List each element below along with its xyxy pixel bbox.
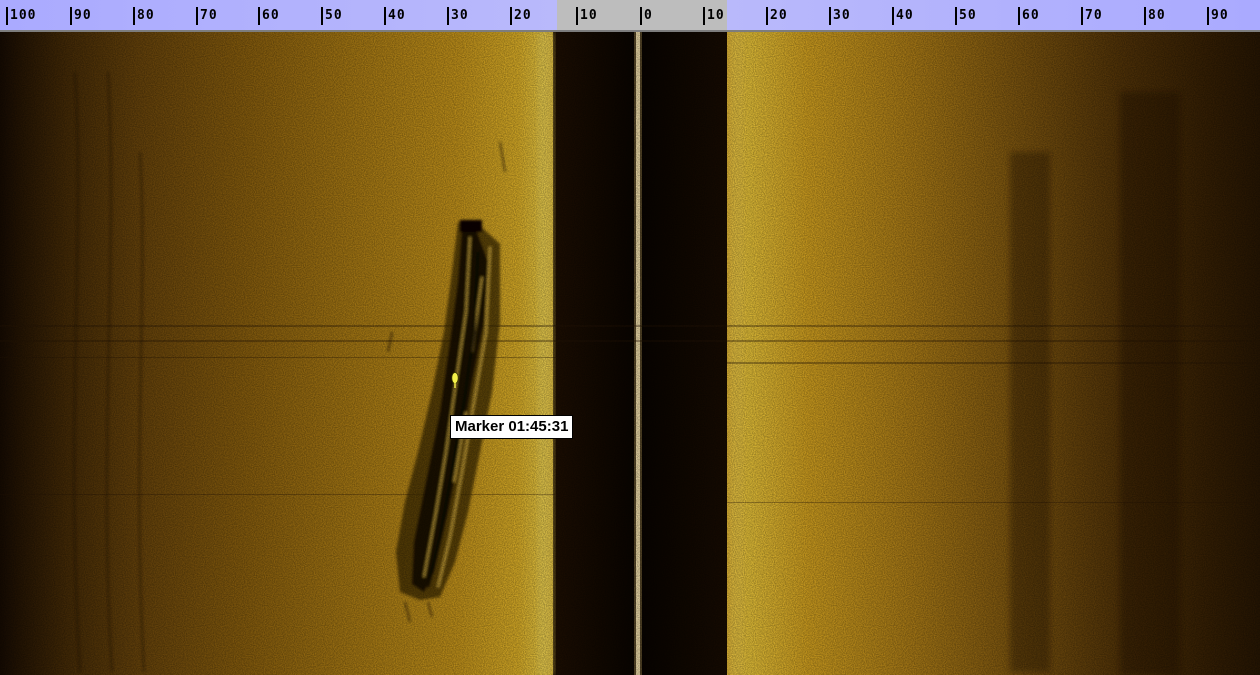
scale-tick-port-20: 20 <box>510 7 532 25</box>
port-scale-band <box>0 0 557 30</box>
scale-tick-port-40: 40 <box>384 7 406 25</box>
scale-tick-port-80: 80 <box>133 7 155 25</box>
scale-tick-stbd-30: 30 <box>829 7 851 25</box>
scale-tick-port-70: 70 <box>196 7 218 25</box>
starboard-scale-band <box>727 0 1260 30</box>
scale-tick-stbd-80: 80 <box>1144 7 1166 25</box>
scale-tick-port-30: 30 <box>447 7 469 25</box>
scale-tick-stbd-70: 70 <box>1081 7 1103 25</box>
scale-tick-stbd-50: 50 <box>955 7 977 25</box>
nadir-scale-band <box>557 0 727 30</box>
scale-tick-port-50: 50 <box>321 7 343 25</box>
sonar-waterfall[interactable] <box>0 32 1260 675</box>
scale-tick-port-10: 10 <box>576 7 598 25</box>
range-scale-ruler: 100 90 80 70 60 50 40 30 20 10 0 10 20 3… <box>0 0 1260 32</box>
scale-tick-stbd-20: 20 <box>766 7 788 25</box>
scale-tick-port-100: 100 <box>6 7 36 25</box>
scale-tick-stbd-0: 0 <box>640 7 653 25</box>
scale-tick-stbd-90: 90 <box>1207 7 1229 25</box>
scale-tick-port-90: 90 <box>70 7 92 25</box>
marker-flag-icon[interactable] <box>451 372 459 388</box>
marker-label[interactable]: Marker 01:45:31 <box>450 415 574 439</box>
scale-tick-stbd-40: 40 <box>892 7 914 25</box>
scale-tick-port-60: 60 <box>258 7 280 25</box>
scale-tick-stbd-60: 60 <box>1018 7 1040 25</box>
scale-tick-stbd-10: 10 <box>703 7 725 25</box>
